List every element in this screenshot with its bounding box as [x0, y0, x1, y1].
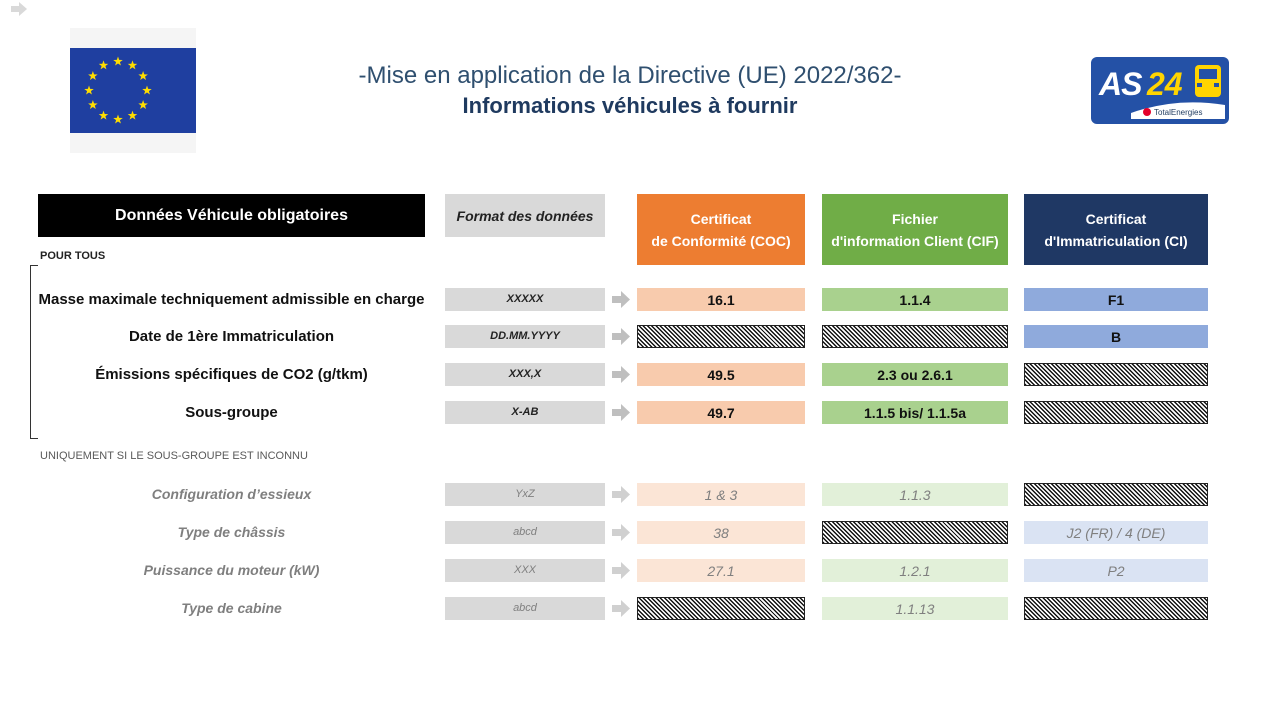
- eu-star-icon: [127, 60, 138, 70]
- eu-star-icon: [113, 114, 123, 124]
- arrow-right-icon: [612, 328, 630, 345]
- table-row: Sous-groupe X-AB 49.7 1.1.5 bis/ 1.1.5a: [0, 401, 1280, 424]
- row-format: YxZ: [445, 483, 605, 506]
- arrow-right-icon: [612, 524, 630, 541]
- cif-cell: 1.1.13: [822, 597, 1008, 620]
- row-format: DD.MM.YYYY: [445, 325, 605, 348]
- page-title-line1: -Mise en application de la Directive (UE…: [358, 62, 902, 89]
- row-format: XXX: [445, 559, 605, 582]
- cif-cell: 1.1.5 bis/ 1.1.5a: [822, 401, 1008, 424]
- coc-header-line1: Certificat: [690, 210, 752, 227]
- cif-cell-not-applicable: [822, 521, 1008, 544]
- coc-cell: 16.1: [637, 288, 805, 311]
- eu-star-icon: [127, 110, 138, 120]
- arrow-right-icon: [612, 600, 630, 617]
- cif-cell: 1.1.3: [822, 483, 1008, 506]
- row-format: X-AB: [445, 401, 605, 424]
- cif-cell: 1.2.1: [822, 559, 1008, 582]
- cif-header-line2: d'information Client (CIF): [831, 232, 999, 249]
- coc-header: Certificat de Conformité (COC): [637, 194, 805, 265]
- row-label: Type de châssis: [177, 524, 286, 540]
- coc-cell: 49.5: [637, 363, 805, 386]
- eu-star-icon: [138, 100, 148, 110]
- coc-cell-not-applicable: [637, 597, 805, 620]
- row-label: Configuration d’essieux: [151, 486, 312, 502]
- row-label: Émissions spécifiques de CO2 (g/tkm): [95, 366, 368, 383]
- ci-header: Certificat d'Immatriculation (CI): [1024, 194, 1208, 265]
- cif-cell: 2.3 ou 2.6.1: [822, 363, 1008, 386]
- eu-star-icon: [113, 56, 123, 66]
- ci-cell: F1: [1024, 288, 1208, 311]
- table-row: Masse maximale techniquement admissible …: [0, 288, 1280, 311]
- eu-star-icon: [98, 60, 109, 70]
- coc-header-line2: de Conformité (COC): [651, 232, 791, 249]
- row-label: Masse maximale techniquement admissible …: [38, 291, 425, 308]
- cif-header: Fichier d'information Client (CIF): [822, 194, 1008, 265]
- table-row: Configuration d’essieux YxZ 1 & 3 1.1.3: [0, 483, 1280, 506]
- ci-cell-not-applicable: [1024, 483, 1208, 506]
- coc-cell: 27.1: [637, 559, 805, 582]
- arrow-right-icon: [612, 562, 630, 579]
- row-label: Type de cabine: [181, 600, 282, 616]
- section-label-unknown-subgroup: UNIQUEMENT SI LE SOUS-GROUPE EST INCONNU: [40, 450, 308, 462]
- ci-cell-not-applicable: [1024, 363, 1208, 386]
- cif-cell-not-applicable: [822, 325, 1008, 348]
- as24-logo: AS 24 TotalEnergies: [1091, 57, 1229, 124]
- ci-header-line2: d'Immatriculation (CI): [1044, 232, 1188, 249]
- arrow-right-icon: [612, 404, 630, 421]
- eu-star-icon: [88, 100, 98, 110]
- eu-star-icon: [138, 71, 148, 81]
- section-label-all: POUR TOUS: [40, 250, 106, 262]
- arrow-right-icon: [11, 2, 27, 16]
- row-format: XXX,X: [445, 363, 605, 386]
- cif-cell: 1.1.4: [822, 288, 1008, 311]
- svg-text:TotalEnergies: TotalEnergies: [1154, 108, 1202, 117]
- coc-cell: 38: [637, 521, 805, 544]
- table-row: Émissions spécifiques de CO2 (g/tkm) XXX,…: [0, 363, 1280, 386]
- row-label: Date de 1ère Immatriculation: [128, 328, 335, 345]
- coc-cell-not-applicable: [637, 325, 805, 348]
- table-row: Puissance du moteur (kW) XXX 27.1 1.2.1 P2: [0, 559, 1280, 582]
- coc-cell: 49.7: [637, 401, 805, 424]
- ci-cell-not-applicable: [1024, 401, 1208, 424]
- arrow-right-icon: [612, 291, 630, 308]
- section-bracket: [30, 265, 38, 439]
- data-format-header: Format des données: [445, 194, 605, 237]
- svg-text:24: 24: [1146, 66, 1183, 102]
- row-label: Puissance du moteur (kW): [143, 562, 320, 578]
- eu-star-icon: [98, 110, 109, 120]
- row-format: abcd: [445, 597, 605, 620]
- mandatory-data-header: Données Véhicule obligatoires: [38, 194, 425, 237]
- table-row: Date de 1ère Immatriculation DD.MM.YYYY B: [0, 325, 1280, 348]
- row-format: XXXXX: [445, 288, 605, 311]
- eu-star-icon: [88, 71, 98, 81]
- eu-star-icon: [142, 85, 152, 95]
- table-row: Type de châssis abcd 38 J2 (FR) / 4 (DE): [0, 521, 1280, 544]
- ci-cell: B: [1024, 325, 1208, 348]
- ci-cell: P2: [1024, 559, 1208, 582]
- arrow-right-icon: [612, 486, 630, 503]
- page-title-line2: Informations véhicules à fournir: [462, 93, 798, 118]
- ci-cell: J2 (FR) / 4 (DE): [1024, 521, 1208, 544]
- svg-text:AS: AS: [1098, 66, 1143, 102]
- row-label: Sous-groupe: [185, 404, 278, 421]
- table-row: Type de cabine abcd 1.1.13: [0, 597, 1280, 620]
- row-format: abcd: [445, 521, 605, 544]
- ci-header-line1: Certificat: [1085, 210, 1147, 227]
- coc-cell: 1 & 3: [637, 483, 805, 506]
- ci-cell-not-applicable: [1024, 597, 1208, 620]
- eu-star-icon: [84, 85, 94, 95]
- arrow-right-icon: [612, 366, 630, 383]
- cif-header-line1: Fichier: [892, 210, 938, 227]
- eu-flag-logo: [70, 28, 196, 153]
